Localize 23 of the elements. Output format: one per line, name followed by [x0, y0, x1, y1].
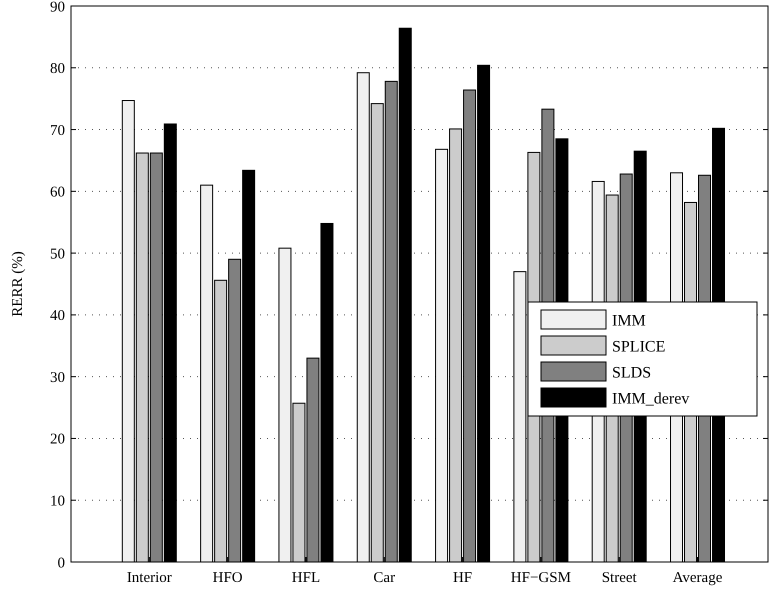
- y-tick-label: 10: [50, 493, 65, 510]
- y-tick-label: 40: [50, 308, 65, 324]
- y-tick-label: 90: [50, 0, 65, 16]
- y-tick-label: 70: [50, 122, 65, 139]
- x-tick-label: HFO: [212, 570, 243, 586]
- x-tick-label: HF−GSM: [510, 570, 571, 586]
- y-axis-title: RERR (%): [10, 251, 26, 317]
- legend-label: IMM: [612, 312, 646, 330]
- x-tick-label: Interior: [126, 570, 172, 586]
- legend-label: SPLICE: [612, 338, 666, 356]
- y-tick-label: 80: [50, 61, 65, 78]
- legend-label: SLDS: [612, 364, 652, 382]
- y-tick-label: 20: [50, 432, 65, 448]
- x-tick-label: HFL: [292, 570, 320, 586]
- x-tick-label: HF: [452, 570, 472, 586]
- x-tick-label: Street: [602, 570, 638, 586]
- y-tick-label: 0: [58, 555, 65, 572]
- y-tick-label: 50: [50, 246, 65, 262]
- x-tick-label: Car: [373, 570, 396, 586]
- legend-label: IMM_derev: [612, 390, 690, 408]
- y-tick-label: 30: [50, 370, 65, 386]
- y-tick-label: 60: [50, 184, 65, 201]
- x-tick-label: Average: [672, 570, 723, 586]
